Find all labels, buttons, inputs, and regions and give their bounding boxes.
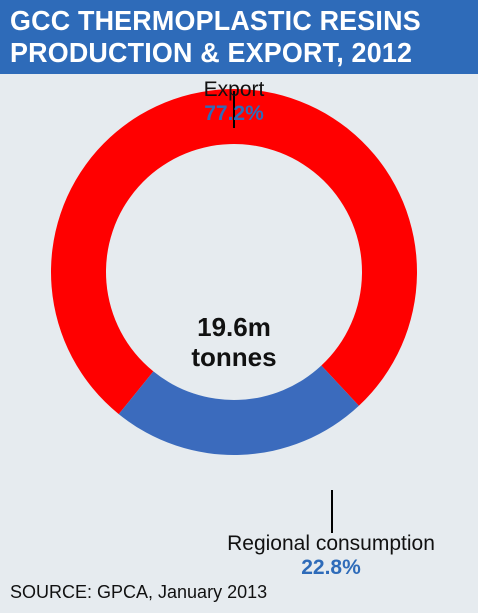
center-total-value: 19.6m bbox=[197, 312, 271, 342]
export-slice bbox=[51, 88, 418, 415]
source-note: SOURCE: GPCA, January 2013 bbox=[10, 582, 268, 602]
title-bar: GCC THERMOPLASTIC RESINS PRODUCTION & EX… bbox=[0, 0, 478, 74]
chart-title-line-1: GCC THERMOPLASTIC RESINS bbox=[10, 5, 421, 36]
regional-slice bbox=[118, 365, 359, 455]
donut-slices bbox=[51, 88, 418, 455]
regional-label: Regional consumption 22.8% bbox=[206, 532, 456, 580]
donut-chart bbox=[51, 88, 418, 533]
center-total: 19.6m tonnes bbox=[134, 312, 334, 372]
regional-percent: 22.8% bbox=[301, 556, 361, 579]
export-percent: 77.2% bbox=[204, 102, 264, 125]
chart-title-line-2: PRODUCTION & EXPORT, 2012 bbox=[10, 37, 413, 68]
regional-label-text: Regional consumption bbox=[227, 532, 435, 555]
export-label: Export 77.2% bbox=[184, 78, 284, 126]
export-label-text: Export bbox=[203, 78, 265, 101]
center-total-unit: tonnes bbox=[191, 342, 277, 372]
